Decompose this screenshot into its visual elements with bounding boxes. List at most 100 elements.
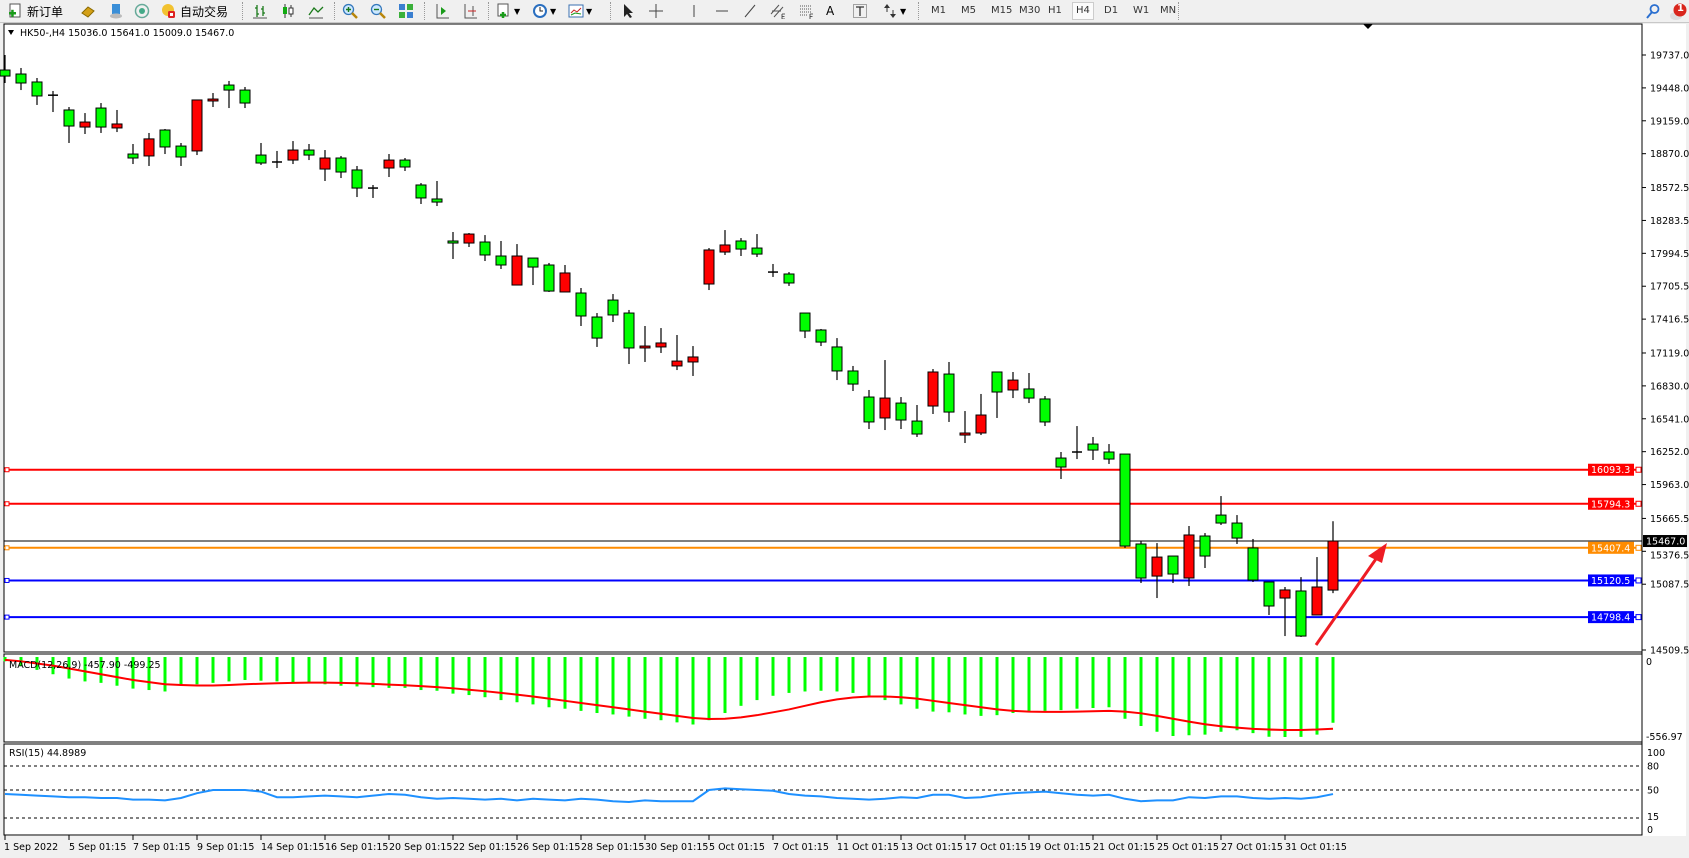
candle <box>383 154 395 178</box>
candle <box>639 326 651 362</box>
time-tick-label: 28 Sep 01:15 <box>581 842 644 853</box>
crosshair-icon <box>648 3 664 19</box>
level-anchor-handle[interactable] <box>4 577 10 583</box>
timeframe-h4-button[interactable]: H4 <box>1072 2 1094 20</box>
new-order-icon <box>8 3 24 19</box>
candle-body <box>847 370 859 385</box>
timeframe-h1-button[interactable]: H1 <box>1048 5 1062 16</box>
line-chart-button[interactable] <box>308 2 324 20</box>
text-label-icon <box>852 3 868 19</box>
price-tick-label: 19737.0 <box>1650 51 1689 62</box>
candle-body <box>1247 547 1259 581</box>
macd-scale-top: 0 <box>1646 657 1652 668</box>
notification-bell-icon: 1 <box>1668 3 1688 20</box>
timeframe-m30-button[interactable]: M30 <box>1019 5 1041 16</box>
dropdown-arrow-icon[interactable]: ▼ <box>900 6 907 16</box>
candle <box>687 346 699 376</box>
tile-windows-button[interactable] <box>398 2 414 20</box>
auto-scroll-button[interactable] <box>434 2 450 20</box>
line-chart-icon <box>308 3 324 19</box>
vertical-line-button[interactable] <box>686 2 702 20</box>
bar-chart-button[interactable] <box>252 2 268 20</box>
level-anchor-handle[interactable] <box>1635 544 1642 551</box>
candle-body <box>511 255 523 286</box>
level-anchor-handle[interactable] <box>4 467 10 473</box>
level-price-badge <box>1588 541 1634 554</box>
timeframe-d1-button[interactable]: D1 <box>1104 5 1119 16</box>
periods-button[interactable]: ▼ <box>532 2 556 20</box>
fibonacci-button[interactable] <box>798 2 814 20</box>
rsi-scale-label: 15 <box>1647 812 1659 823</box>
candle <box>287 141 299 165</box>
price-tick-label: 18283.5 <box>1650 216 1689 227</box>
data-window-button[interactable] <box>108 2 124 20</box>
timeframe-mn-button[interactable]: MN <box>1160 5 1177 16</box>
candle-body <box>79 121 91 128</box>
horizontal-line-button[interactable] <box>714 2 730 20</box>
candle-body <box>527 257 539 268</box>
level-anchor-handle[interactable] <box>1635 577 1642 584</box>
zoom-in-button[interactable] <box>342 2 358 20</box>
level-anchor-handle[interactable] <box>4 501 10 507</box>
zoom-out-button[interactable] <box>370 2 386 20</box>
candle-body <box>415 184 427 199</box>
level-anchor-handle[interactable] <box>1635 614 1642 621</box>
market-watch-button[interactable] <box>80 2 96 20</box>
dropdown-arrow-icon[interactable]: ▼ <box>550 6 557 16</box>
chart-shift-button[interactable] <box>462 2 478 20</box>
price-tick-label: 15665.5 <box>1650 514 1689 525</box>
price-tick-label: 17994.5 <box>1650 249 1689 260</box>
auto-trading-button[interactable]: 自动交易 <box>160 2 228 20</box>
current-price-badge <box>1643 535 1687 548</box>
timeframe-w1-button[interactable]: W1 <box>1133 5 1150 16</box>
candle <box>1007 371 1019 399</box>
candle-body <box>799 312 811 332</box>
candle-body <box>303 149 315 156</box>
price-tick-label: 18870.0 <box>1650 149 1689 160</box>
candle <box>0 55 11 83</box>
candle-body <box>1167 555 1179 575</box>
candle-body <box>383 159 395 169</box>
indicators-button[interactable]: ▼ <box>496 2 520 20</box>
trendline-icon <box>742 3 758 19</box>
candle-body <box>0 69 11 77</box>
trendline-button[interactable] <box>742 2 758 20</box>
level-anchor-handle[interactable] <box>1635 500 1642 507</box>
cursor-button[interactable] <box>620 2 636 20</box>
signals-button[interactable] <box>134 2 150 20</box>
timeframe-m15-button[interactable]: M15 <box>991 5 1013 16</box>
candle-body <box>1263 581 1275 607</box>
dropdown-arrow-icon[interactable]: ▼ <box>586 6 593 16</box>
chart-menu-triangle-icon[interactable] <box>8 30 14 35</box>
text-label-button[interactable] <box>852 2 868 20</box>
candle-body <box>991 371 1003 393</box>
level-anchor-handle[interactable] <box>1635 466 1642 473</box>
crosshair-button[interactable] <box>648 2 664 20</box>
timeframe-m5-button[interactable]: M5 <box>961 5 976 16</box>
arrows-button[interactable]: ▼ <box>882 2 906 20</box>
chart-shift-marker-icon[interactable] <box>1363 24 1373 29</box>
rsi-line <box>4 787 1334 804</box>
level-anchor-handle[interactable] <box>4 614 10 620</box>
candlestick-button[interactable] <box>280 2 296 20</box>
notifications-button[interactable]: 1 <box>1668 2 1688 20</box>
candle <box>191 99 203 156</box>
text-tool-button[interactable]: A <box>826 4 835 18</box>
candle <box>975 393 987 436</box>
timeframe-m1-button[interactable]: M1 <box>931 5 946 16</box>
templates-button[interactable]: ▼ <box>568 2 592 20</box>
candle-body <box>1151 556 1163 577</box>
time-tick-label: 9 Sep 01:15 <box>197 842 254 853</box>
level-anchor-handle[interactable] <box>4 545 10 551</box>
equidistant-channel-button[interactable] <box>770 2 786 20</box>
candle <box>768 263 778 277</box>
search-icon <box>1645 3 1661 19</box>
candle <box>1072 426 1082 460</box>
dropdown-arrow-icon[interactable]: ▼ <box>514 6 521 16</box>
candle <box>863 389 875 430</box>
candle-body <box>1103 451 1115 460</box>
candle <box>495 240 507 269</box>
search-button[interactable] <box>1645 2 1661 20</box>
new-order-button[interactable]: 新订单 <box>8 2 63 20</box>
